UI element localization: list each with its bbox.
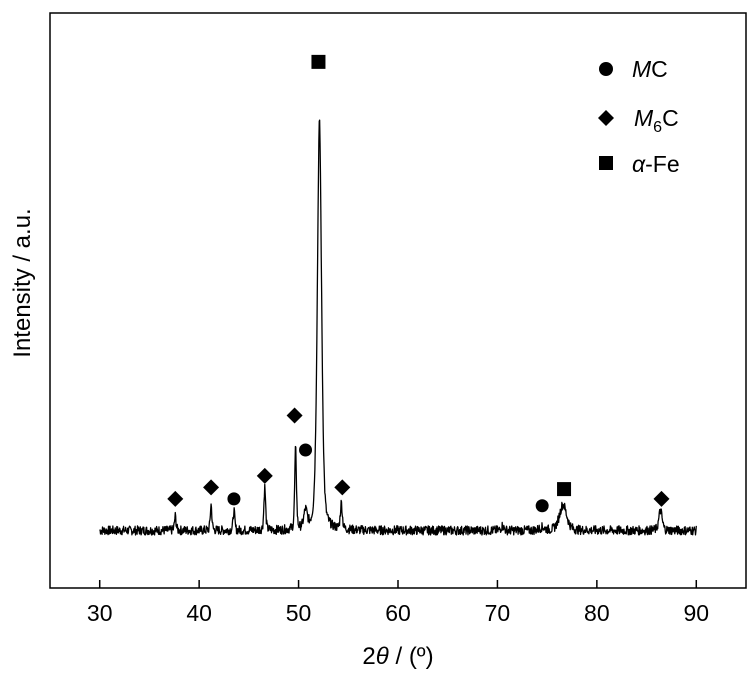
x-tick-label: 70 (485, 600, 511, 626)
legend-square-marker (599, 156, 613, 170)
x-tick-label: 90 (683, 600, 709, 626)
peak-marker-diamond (653, 490, 670, 507)
legend-diamond-marker (598, 110, 614, 126)
legend-label-mc: MC (632, 56, 668, 82)
peak-marker-square (311, 54, 326, 69)
peak-marker-diamond (286, 407, 303, 424)
peak-marker-circle (535, 499, 549, 513)
x-tick-label: 30 (87, 600, 113, 626)
peak-marker-circle (299, 443, 313, 457)
x-axis-label: 2θ / (º) (362, 643, 433, 670)
legend-label-alpha-fe: α-Fe (632, 151, 680, 177)
x-axis-tick-labels: 30 40 50 60 70 80 90 (87, 600, 709, 626)
x-tick-label: 40 (186, 600, 212, 626)
xrd-pattern-line (99, 119, 697, 536)
legend-item-mc: MC (599, 56, 668, 82)
peak-marker-diamond (203, 479, 220, 496)
x-tick-label: 60 (385, 600, 411, 626)
peak-marker-square (557, 482, 572, 497)
x-axis-ticks (98, 580, 698, 588)
legend-label-m6c: M6C (634, 105, 679, 136)
y-axis-label: Intensity / a.u. (9, 208, 36, 357)
legend: MC M6C α-Fe (598, 56, 680, 177)
legend-item-m6c: M6C (598, 105, 679, 136)
peak-marker-diamond (256, 467, 273, 484)
legend-circle-marker (599, 62, 613, 76)
peak-markers (167, 54, 670, 513)
peak-marker-circle (227, 492, 241, 506)
plot-frame (49, 12, 747, 589)
x-tick-label: 50 (286, 600, 312, 626)
legend-item-alpha-fe: α-Fe (599, 151, 680, 177)
x-tick-label: 80 (584, 600, 610, 626)
peak-marker-diamond (334, 479, 351, 496)
peak-marker-diamond (167, 490, 184, 507)
